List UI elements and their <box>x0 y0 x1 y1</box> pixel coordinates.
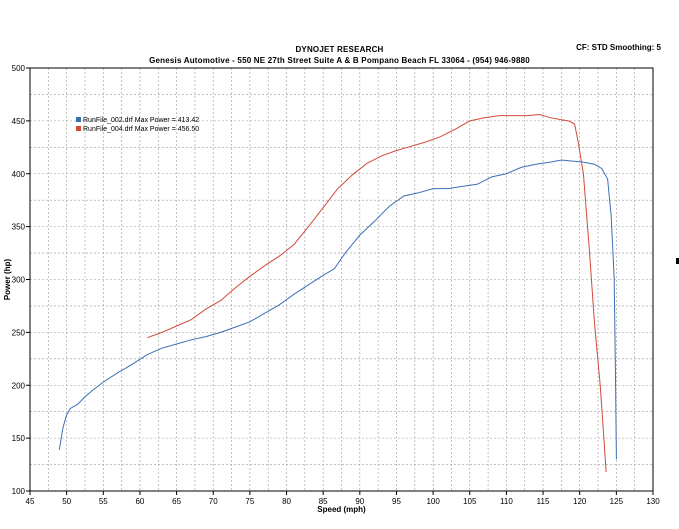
x-tick-label: 50 <box>62 497 71 506</box>
y-tick-label: 450 <box>12 117 26 126</box>
x-tick-label: 45 <box>26 497 35 506</box>
y-tick-label: 300 <box>12 276 26 285</box>
x-tick-label: 65 <box>172 497 181 506</box>
y-axis-ticks: 100 150 200 250 300 350 400 450 500 <box>12 64 30 496</box>
y-tick-label: 200 <box>12 381 26 390</box>
series-lines <box>58 113 617 473</box>
series-line-1 <box>58 159 617 460</box>
x-tick-label: 75 <box>245 497 254 506</box>
x-tick-label: 95 <box>392 497 401 506</box>
x-tick-label: 115 <box>537 497 550 506</box>
x-tick-label: 85 <box>319 497 328 506</box>
legend-swatch <box>76 126 81 131</box>
chart-subtitle: Genesis Automotive - 550 NE 27th Street … <box>149 56 530 65</box>
legend-swatch <box>76 117 81 122</box>
x-tick-label: 125 <box>610 497 624 506</box>
y-tick-label: 250 <box>12 328 26 337</box>
y-tick-label: 350 <box>12 223 26 232</box>
x-axis-label: Speed (mph) <box>317 505 366 514</box>
y-axis-label: Power (hp) <box>3 259 12 301</box>
grid <box>30 68 653 491</box>
legend-entry: RunFile_004.drf Max Power = 456.50 <box>83 126 199 133</box>
correction-factor-info: CF: STD Smoothing: 5 <box>576 43 661 52</box>
x-tick-label: 110 <box>500 497 513 506</box>
x-axis-ticks: 45 50 55 60 65 70 75 80 85 90 95 100 105 110 115 120 125… <box>26 491 660 506</box>
x-tick-label: 105 <box>463 497 477 506</box>
legend: RunFile_002.drf Max Power = 413.42 RunFil… <box>76 117 199 133</box>
edge-marker <box>676 258 679 264</box>
x-tick-label: 130 <box>646 497 660 506</box>
y-tick-label: 100 <box>12 487 26 496</box>
x-tick-label: 120 <box>573 497 587 506</box>
chart-title: DYNOJET RESEARCH <box>295 45 384 54</box>
x-tick-label: 55 <box>99 497 108 506</box>
legend-entry: RunFile_002.drf Max Power = 413.42 <box>83 117 199 124</box>
series-line-2 <box>147 113 607 473</box>
y-tick-label: 500 <box>12 64 26 73</box>
y-tick-label: 150 <box>12 434 26 443</box>
y-tick-label: 400 <box>12 170 26 179</box>
x-tick-label: 80 <box>282 497 291 506</box>
x-tick-label: 90 <box>355 497 364 506</box>
x-tick-label: 100 <box>426 497 440 506</box>
x-tick-label: 60 <box>135 497 144 506</box>
x-tick-label: 70 <box>209 497 218 506</box>
